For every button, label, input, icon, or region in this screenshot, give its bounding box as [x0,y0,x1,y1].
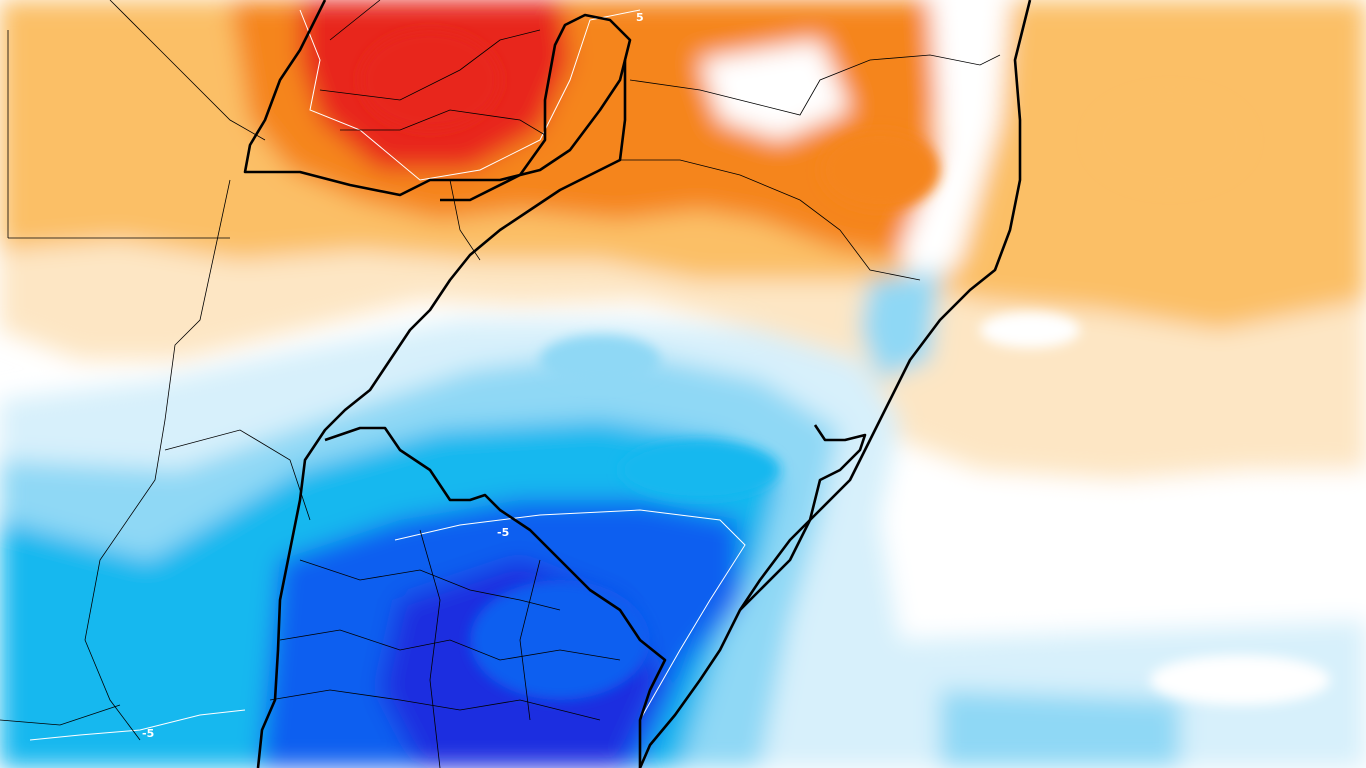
border-line [519,559,541,721]
border-line [0,704,121,726]
border-line [449,179,481,261]
border-line [256,60,627,768]
cool-blob [620,440,780,500]
border-line [620,159,921,281]
warm-blob [360,30,500,130]
neutral-blob [980,312,1080,348]
contour-plus5 [299,9,641,181]
country-borders [243,0,1032,768]
contour-label-minus5: -5 [497,526,509,539]
cool-coastal-pocket [860,270,940,380]
state-borders [0,0,1001,768]
contour-minus5 [394,509,746,721]
neutral-blob [1150,655,1330,705]
warm-blob [820,130,940,210]
border-line [739,424,867,611]
contour-label-plus5: 5 [636,11,644,24]
neutral-south-east [880,470,1366,650]
border-line [299,559,561,611]
border-line [340,109,546,136]
border-line [279,629,621,661]
border-line [243,0,632,202]
border-line [329,0,381,41]
cool-light-east [940,690,1180,768]
border-line [629,54,1001,116]
contour-minus5-west [29,709,246,741]
cool-blob [540,335,660,385]
cool-blob [470,580,650,700]
warm-blob [1090,90,1250,190]
neutral-pocket-north [700,40,850,140]
border-line [319,29,541,101]
border-line [84,179,231,741]
border-line [109,0,266,141]
contour-label-minus5-west: -5 [142,727,154,740]
border-line [419,529,441,768]
border-line [324,426,667,768]
border-line [269,689,601,721]
border-line [638,0,1032,768]
field-texture [360,30,1330,705]
contour-lines [29,9,746,741]
neutral-band-coast [900,0,1010,300]
